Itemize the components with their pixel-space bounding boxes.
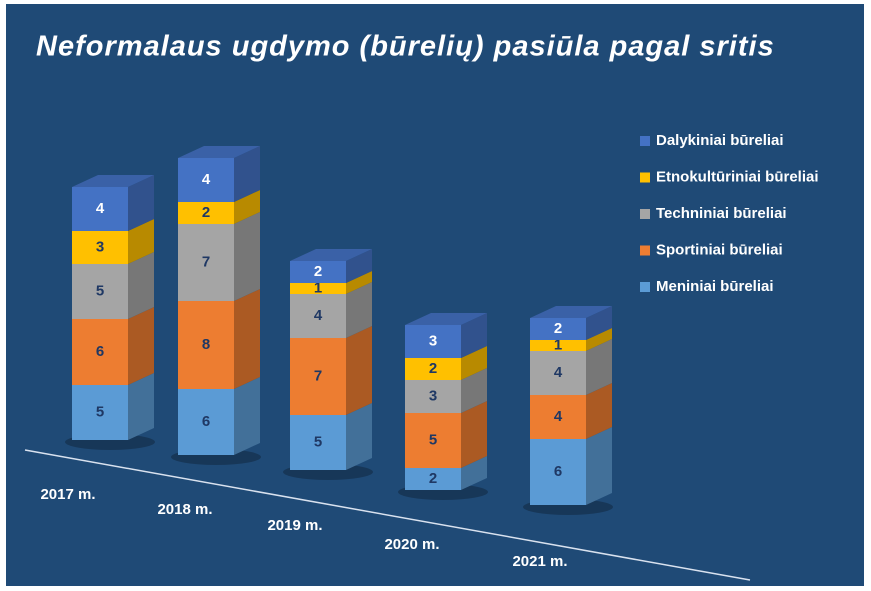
data-label: 8 <box>202 336 210 353</box>
data-label: 6 <box>202 413 210 430</box>
x-tick-label: 2019 m. <box>267 517 322 534</box>
data-label: 4 <box>554 364 563 381</box>
bar-segment <box>72 385 128 440</box>
bar-segment <box>72 231 128 264</box>
bar-segment <box>405 358 461 380</box>
legend-swatch <box>640 282 650 292</box>
bar-side <box>128 175 154 231</box>
data-label: 7 <box>314 367 322 384</box>
bar-segment <box>178 202 234 224</box>
bar-side <box>128 307 154 385</box>
bar-side <box>461 346 487 380</box>
bar-segment <box>290 283 346 294</box>
bar-segment <box>405 380 461 413</box>
legend-label: Etnokultūriniai būreliai <box>656 168 819 185</box>
bar-segment <box>178 158 234 202</box>
bar-side <box>346 326 372 415</box>
bar-side <box>234 289 260 389</box>
bar-segment <box>405 413 461 468</box>
bar-side <box>128 373 154 440</box>
floor-line <box>24 449 751 581</box>
legend-label: Dalykiniai būreliai <box>656 132 784 149</box>
bar-segment <box>530 439 586 505</box>
data-label: 5 <box>429 431 437 448</box>
data-label: 3 <box>429 387 437 404</box>
bar-segment <box>178 389 234 455</box>
bar-segment <box>530 395 586 439</box>
bar-side <box>234 377 260 455</box>
data-label: 4 <box>314 307 323 324</box>
bar-segment <box>290 294 346 338</box>
legend-swatch <box>640 209 650 219</box>
bar-side <box>234 190 260 224</box>
data-label: 5 <box>96 282 104 299</box>
data-label: 4 <box>202 171 211 188</box>
bar-segment <box>72 264 128 319</box>
data-label: 1 <box>314 279 322 296</box>
x-tick-label: 2020 m. <box>384 536 439 553</box>
legend-label: Meniniai būreliai <box>656 278 774 295</box>
data-label: 3 <box>96 238 104 255</box>
bar-side <box>586 328 612 351</box>
bar-side <box>128 219 154 264</box>
chart-title: Neformalaus ugdymo (būrelių) pasiūla pag… <box>36 31 775 63</box>
data-label: 4 <box>96 200 105 217</box>
bar-segment <box>178 224 234 301</box>
bar-side <box>234 212 260 301</box>
bar-top <box>405 313 487 325</box>
bar-segment <box>405 468 461 490</box>
legend-swatch <box>640 172 650 183</box>
bar-segment <box>405 325 461 358</box>
data-label: 2 <box>554 320 562 337</box>
data-label: 2 <box>429 470 437 487</box>
legend-label: Sportiniai būreliai <box>656 241 783 258</box>
bar-segment <box>290 338 346 415</box>
bar-segment <box>530 351 586 395</box>
bar-segment <box>530 340 586 351</box>
bar-top <box>178 146 260 158</box>
bar-side <box>461 368 487 413</box>
bar-side <box>128 252 154 319</box>
data-label: 2 <box>429 360 437 377</box>
bar-side <box>586 306 612 340</box>
bar-side <box>346 249 372 283</box>
x-tick-label: 2018 m. <box>157 501 212 518</box>
data-label: 6 <box>554 463 562 480</box>
legend-swatch <box>640 245 650 256</box>
bar-segment <box>530 318 586 340</box>
bar-side <box>346 282 372 338</box>
data-label: 5 <box>96 403 104 420</box>
bar-segment <box>178 301 234 389</box>
bar-segment <box>290 261 346 283</box>
bar-segment <box>290 415 346 470</box>
bar-side <box>346 271 372 294</box>
bar-segment <box>72 187 128 231</box>
bar-side <box>586 383 612 439</box>
bar-side <box>586 427 612 505</box>
data-label: 4 <box>554 408 563 425</box>
data-label: 6 <box>96 343 104 360</box>
bar-side <box>586 339 612 395</box>
data-label: 2 <box>202 204 210 221</box>
legend-label: Techniniai būreliai <box>656 205 787 222</box>
x-tick-label: 2017 m. <box>40 486 95 503</box>
bar-top <box>72 175 154 187</box>
bar-side <box>461 313 487 358</box>
data-label: 7 <box>202 253 210 270</box>
data-label: 3 <box>429 332 437 349</box>
bar-side <box>461 401 487 468</box>
bar-top <box>290 249 372 261</box>
bar-side <box>461 456 487 490</box>
bar-side <box>234 146 260 202</box>
data-label: 1 <box>554 336 562 353</box>
data-label: 2 <box>314 263 322 280</box>
bar-side <box>346 403 372 470</box>
data-label: 5 <box>314 433 322 450</box>
x-tick-label: 2021 m. <box>512 553 567 570</box>
bar-segment <box>72 319 128 385</box>
legend-swatch <box>640 136 650 146</box>
bar-top <box>530 306 612 318</box>
